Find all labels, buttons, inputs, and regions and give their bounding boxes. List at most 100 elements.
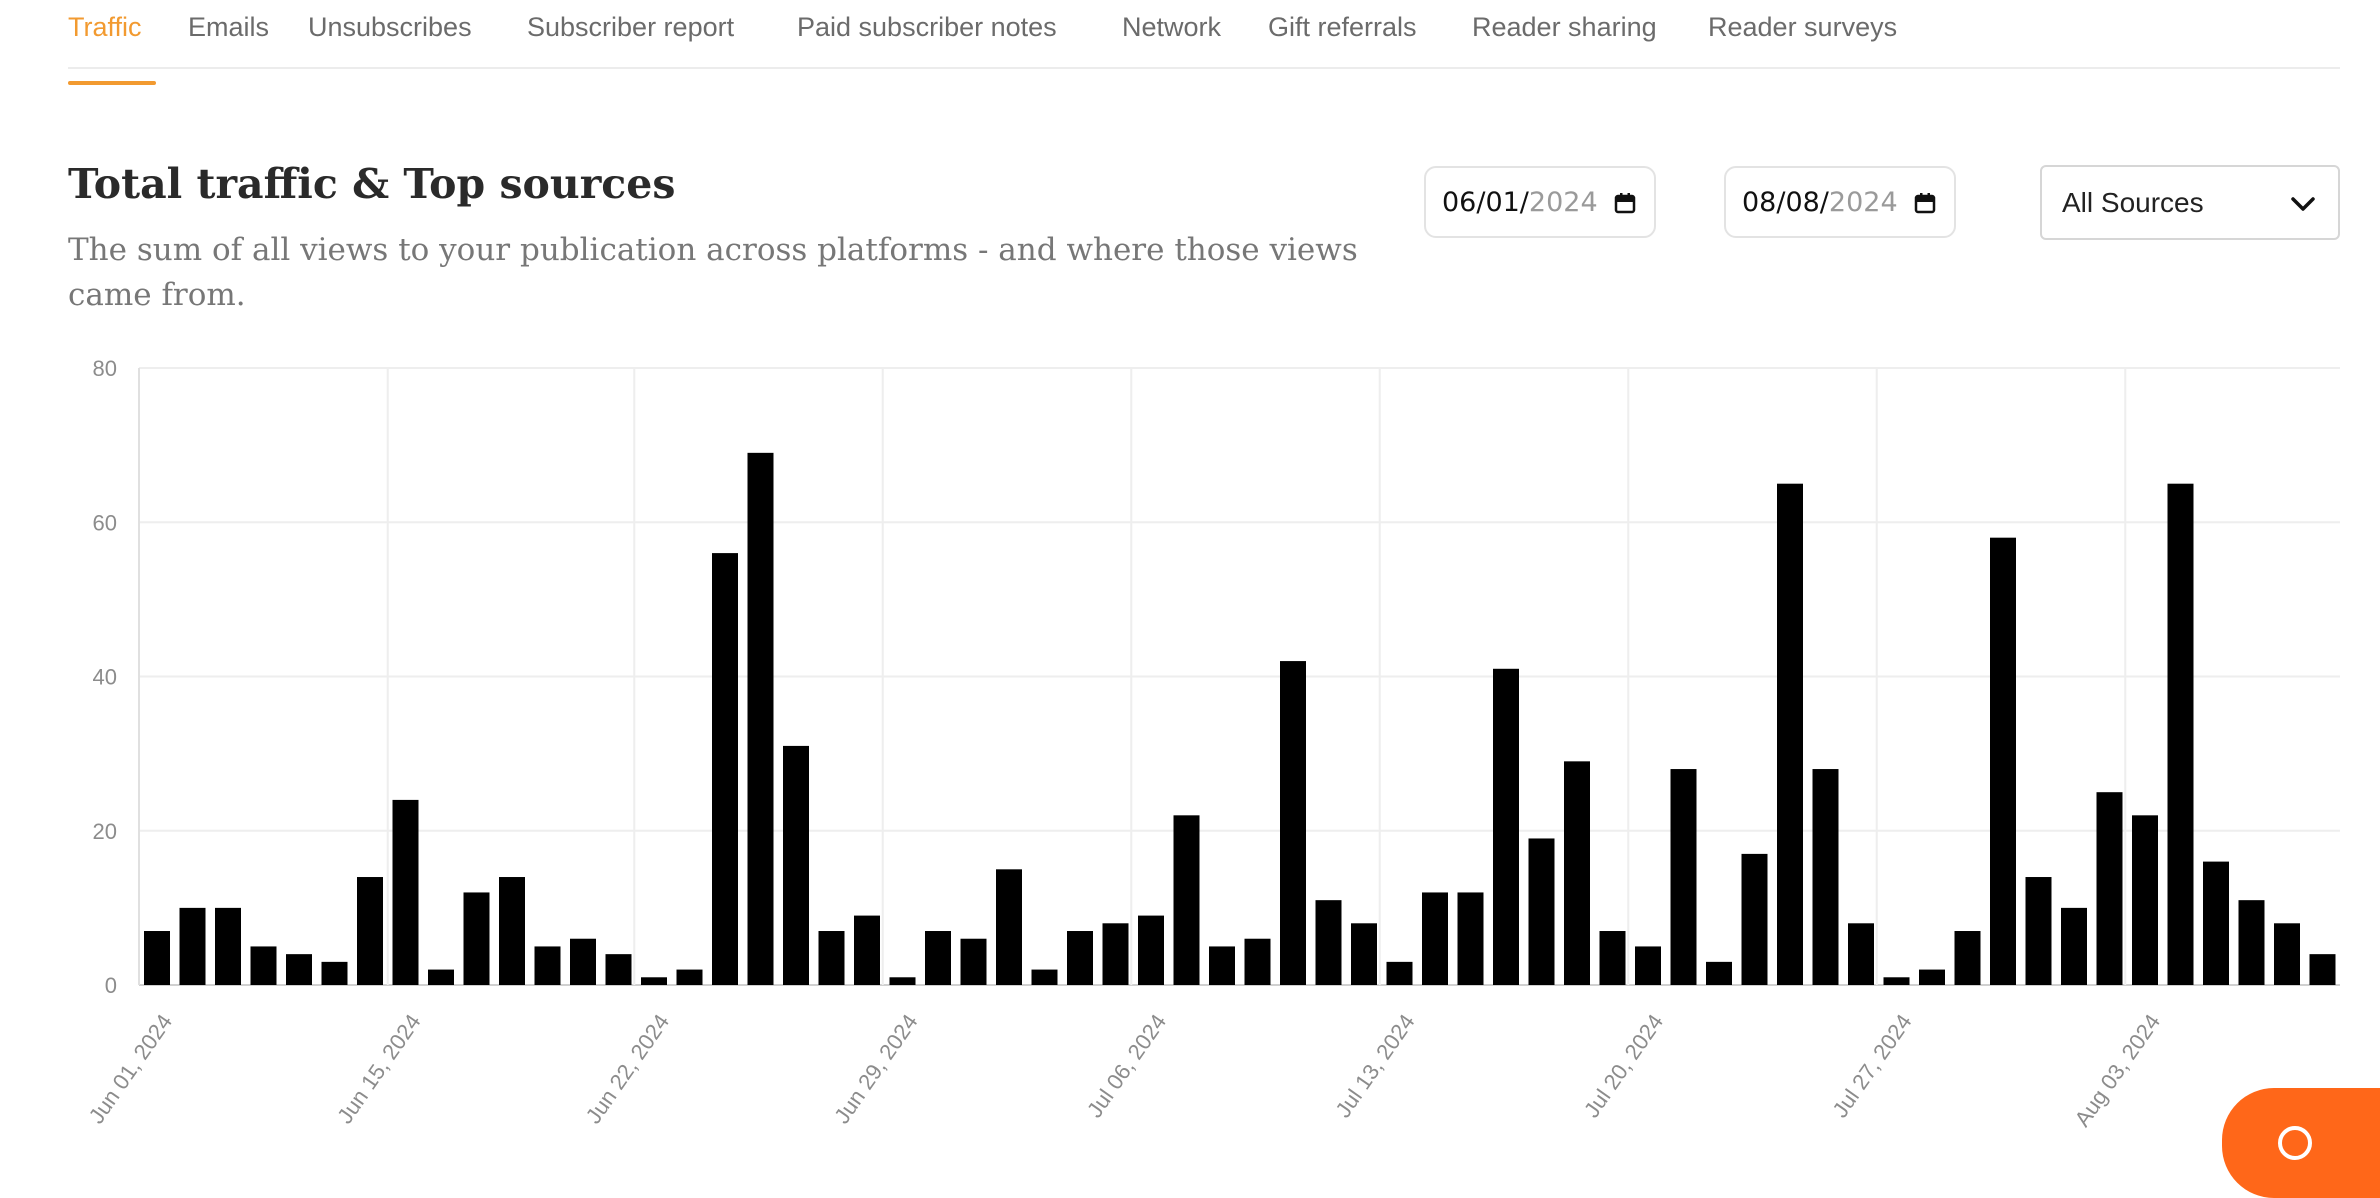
bar — [1457, 892, 1484, 985]
bar — [1670, 769, 1697, 985]
bar — [1848, 923, 1874, 985]
page-subtitle: The sum of all views to your publication… — [68, 232, 1358, 313]
chat-icon — [2278, 1126, 2312, 1160]
bar — [1244, 938, 1271, 985]
bar — [570, 938, 596, 985]
tab-reader-surveys[interactable]: Reader surveys — [1708, 12, 1897, 43]
bar — [1990, 537, 2016, 985]
active-tab-indicator — [68, 81, 156, 85]
x-tick-label: Jun 22, 2024 — [581, 1010, 674, 1129]
calendar-icon[interactable] — [1614, 192, 1636, 214]
bar — [854, 915, 880, 985]
bar — [1067, 931, 1093, 985]
bar — [1741, 853, 1768, 985]
y-tick-label: 20 — [93, 819, 117, 844]
tab-paid-subscriber-notes[interactable]: Paid subscriber notes — [797, 12, 1057, 43]
bar — [960, 938, 987, 985]
tab-label: Unsubscribes — [308, 12, 472, 42]
chat-button[interactable] — [2222, 1088, 2380, 1198]
bar — [1883, 977, 1910, 985]
bar — [499, 877, 525, 985]
x-tick-label: Jun 01, 2024 — [84, 1010, 177, 1129]
bar — [676, 969, 703, 985]
bar — [1422, 892, 1448, 985]
tab-label: Traffic — [68, 12, 142, 42]
tab-bar: Traffic Emails Unsubscribes Subscriber r… — [68, 0, 2340, 85]
x-tick-label: Jul 13, 2024 — [1330, 1010, 1419, 1123]
x-tick-label: Jul 06, 2024 — [1082, 1010, 1171, 1123]
bar — [2132, 815, 2158, 985]
tab-network[interactable]: Network — [1122, 12, 1221, 43]
bar — [1173, 815, 1200, 985]
bar — [889, 977, 916, 985]
bar — [179, 907, 206, 985]
bar — [321, 961, 348, 985]
start-date-year: 2024 — [1528, 186, 1598, 218]
bar — [2309, 954, 2336, 985]
bar — [1493, 668, 1519, 985]
bar — [1280, 661, 1306, 985]
x-tick-label: Jun 29, 2024 — [829, 1010, 922, 1129]
bar — [2274, 923, 2300, 985]
bar — [392, 799, 419, 985]
bar — [1138, 915, 1164, 985]
bar — [1528, 838, 1555, 985]
bar — [747, 452, 774, 985]
tab-subscriber-report[interactable]: Subscriber report — [527, 12, 734, 43]
y-tick-label: 40 — [93, 665, 117, 690]
tab-unsubscribes[interactable]: Unsubscribes — [308, 12, 472, 43]
bar — [641, 977, 667, 985]
y-tick-label: 80 — [93, 356, 117, 381]
tab-label: Emails — [188, 12, 270, 42]
bar — [925, 931, 951, 985]
y-tick-label: 60 — [93, 510, 117, 535]
bar — [534, 946, 561, 985]
tab-gift-referrals[interactable]: Gift referrals — [1268, 12, 1417, 43]
tab-traffic[interactable]: Traffic — [68, 12, 156, 85]
tab-label: Subscriber report — [527, 12, 735, 42]
tab-label: Paid subscriber notes — [797, 12, 1057, 42]
bar — [1386, 961, 1413, 985]
bar — [2167, 483, 2194, 985]
tab-reader-sharing[interactable]: Reader sharing — [1472, 12, 1657, 43]
page-title: Total traffic & Top sources — [68, 160, 676, 208]
tab-label: Reader surveys — [1708, 12, 1898, 42]
bar — [1351, 923, 1377, 985]
source-select-value: All Sources — [2062, 186, 2204, 218]
bar — [250, 946, 277, 985]
bar — [605, 954, 632, 985]
tab-label: Network — [1122, 12, 1222, 42]
bar — [1102, 923, 1129, 985]
calendar-icon[interactable] — [1914, 192, 1936, 214]
traffic-bar-chart: 0 20 40 60 80 Jun 01, 2024 Jun 15, 2024 Jun 22,… — [84, 356, 2340, 1132]
x-tick-label: Jul 27, 2024 — [1827, 1010, 1916, 1123]
x-tick-label: Aug 03, 2024 — [2070, 1010, 2166, 1132]
bar — [2061, 907, 2087, 985]
end-date-input[interactable]: 08/08/2024 — [1724, 166, 1956, 238]
bar — [1954, 931, 1981, 985]
tab-label: Gift referrals — [1268, 12, 1417, 42]
tab-emails[interactable]: Emails — [188, 12, 269, 43]
start-date-input[interactable]: 06/01/2024 — [1424, 166, 1656, 238]
bar — [1812, 769, 1839, 985]
source-select[interactable]: All Sources — [2040, 165, 2340, 240]
bar — [215, 907, 241, 985]
bar — [1706, 961, 1732, 985]
bar — [2203, 861, 2229, 985]
x-tick-label: Jun 15, 2024 — [332, 1010, 425, 1129]
bar — [428, 969, 454, 985]
bar — [712, 553, 738, 985]
bar — [1564, 761, 1590, 985]
bar — [818, 931, 845, 985]
bar — [357, 877, 383, 985]
bar — [1209, 946, 1235, 985]
bar — [1919, 969, 1945, 985]
bar — [1599, 931, 1626, 985]
tab-label: Reader sharing — [1472, 12, 1657, 42]
bar — [144, 931, 170, 985]
end-date-year: 2024 — [1828, 186, 1898, 218]
bar — [1315, 900, 1342, 985]
bar — [2096, 792, 2123, 985]
bar — [2238, 900, 2265, 985]
end-date-month-day: 08/08/ — [1742, 186, 1829, 218]
